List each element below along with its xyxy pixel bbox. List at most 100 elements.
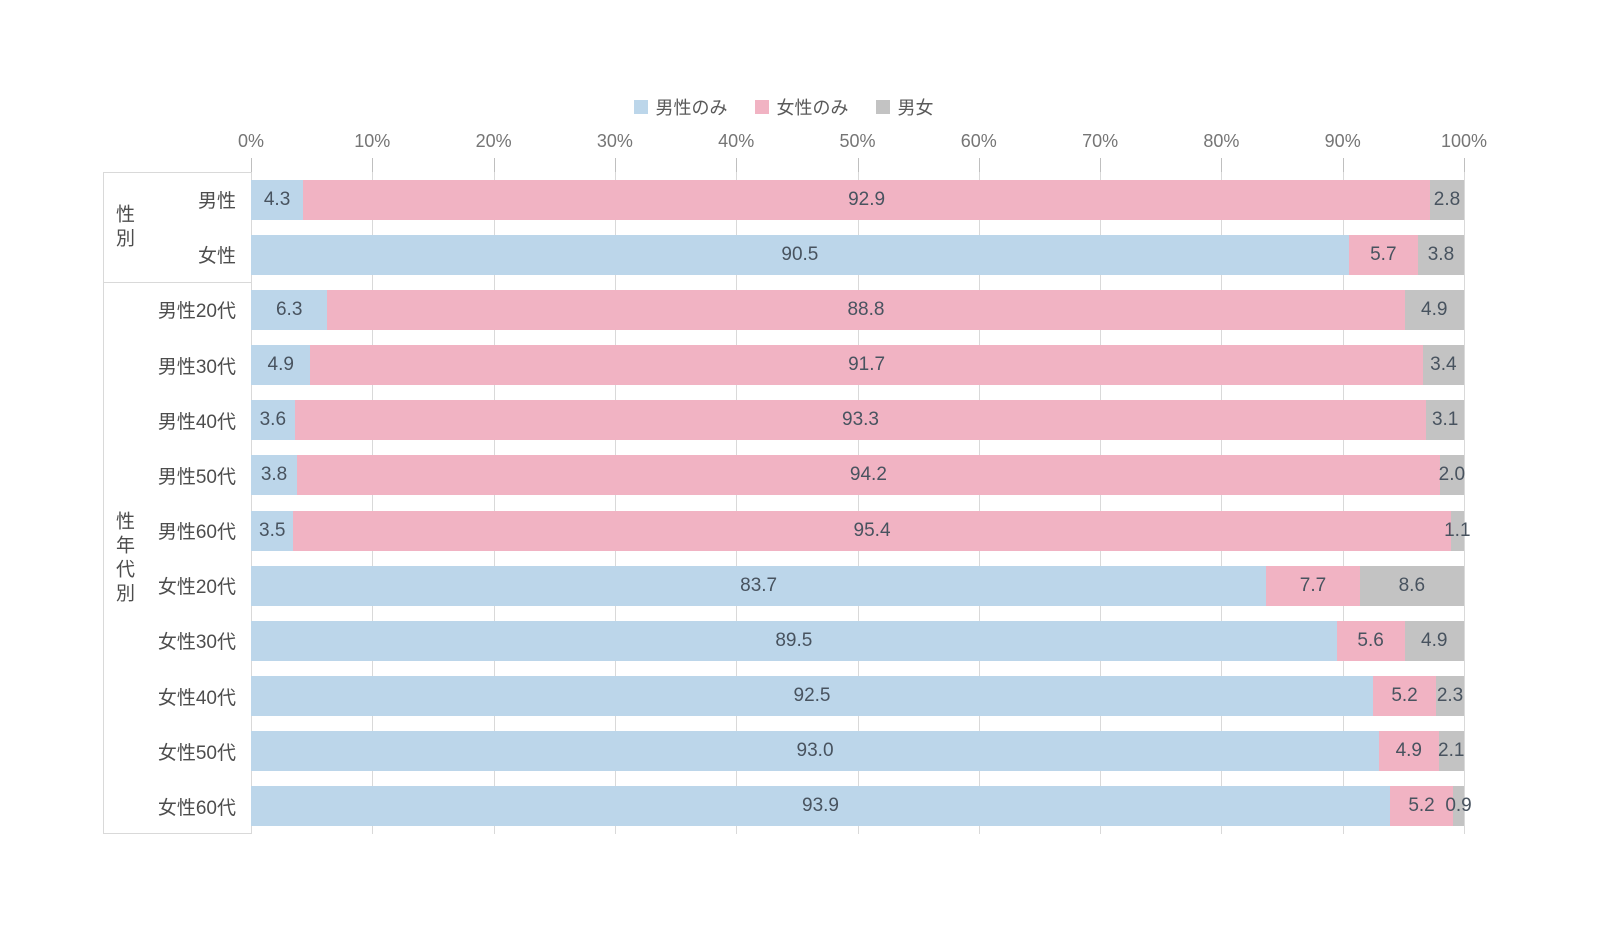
bar-value-label: 88.8 xyxy=(847,298,885,320)
category-group-性別: 性別 xyxy=(104,173,252,284)
x-axis-tick-mark xyxy=(1464,158,1465,172)
stacked-bar: 83.7 7.7 8.6 xyxy=(251,565,1464,606)
bar-segment-both: 4.9 xyxy=(1404,289,1464,330)
bar-segment-female-only: 92.9 xyxy=(303,179,1431,220)
gridline xyxy=(372,172,374,834)
bar-segment-both: 3.4 xyxy=(1422,345,1464,386)
legend-swatch-both xyxy=(875,100,890,114)
x-axis-tick-label: 80% xyxy=(1203,131,1240,151)
x-axis-tick-label: 20% xyxy=(475,131,512,151)
legend-item-male-only: 男性のみ xyxy=(633,94,728,120)
row-label: 男性 xyxy=(197,191,236,213)
row-label: 男性50代 xyxy=(157,466,236,488)
chart-row-男性50代: 男性50代 3.8 94.2 2.0 xyxy=(103,448,1465,503)
x-axis-tick-label: 10% xyxy=(354,131,391,151)
chart-row-男性: 男性 4.3 92.9 2.8 xyxy=(103,172,1464,227)
row-label: 男性60代 xyxy=(157,522,236,544)
bar-value-label: 6.3 xyxy=(275,298,303,320)
row-label: 男性20代 xyxy=(157,301,236,323)
bar-segment-female-only: 5.7 xyxy=(1348,234,1418,275)
x-axis-tick-mark xyxy=(857,158,859,172)
chart-row-女性60代: 女性60代 93.9 5.2 0.9 xyxy=(103,779,1472,834)
bar-segment-male-only: 93.0 xyxy=(251,731,1380,772)
stacked-bar: 93.0 4.9 2.1 xyxy=(251,731,1464,772)
category-table: 性別性年代別 xyxy=(103,172,252,834)
bar-segment-male-only: 92.5 xyxy=(251,676,1374,717)
legend-swatch-male-only xyxy=(633,100,648,114)
bar-segment-both: 2.3 xyxy=(1436,676,1464,717)
gridline xyxy=(251,172,252,834)
bar-value-label: 3.4 xyxy=(1430,354,1457,376)
bar-value-label: 94.2 xyxy=(849,464,887,486)
chart-row-女性20代: 女性20代 83.7 7.7 8.6 xyxy=(103,558,1464,613)
bar-segment-male-only: 3.8 xyxy=(251,455,298,496)
x-axis-tick-mark xyxy=(372,158,374,172)
bar-segment-male-only: 3.5 xyxy=(251,510,294,551)
gridline xyxy=(614,172,616,834)
legend-label: 男性のみ xyxy=(655,98,728,118)
bar-segment-both: 3.1 xyxy=(1426,400,1464,441)
bar-segment-female-only: 93.3 xyxy=(294,400,1427,441)
x-axis-tick-label: 70% xyxy=(1082,131,1119,151)
gridline xyxy=(1100,172,1102,834)
stacked-bar: 3.8 94.2 2.0 xyxy=(251,455,1465,496)
bar-segment-male-only: 83.7 xyxy=(251,565,1267,606)
bar-value-label: 0.9 xyxy=(1445,795,1472,817)
stacked-bar: 4.3 92.9 2.8 xyxy=(251,179,1464,220)
x-axis-tick-label: 40% xyxy=(718,131,755,151)
bar-segment-female-only: 94.2 xyxy=(297,455,1440,496)
bar-segment-female-only: 88.8 xyxy=(327,289,1405,330)
bar-value-label: 3.8 xyxy=(260,464,288,486)
bar-segment-both: 1.1 xyxy=(1444,510,1471,551)
bar-value-label: 93.0 xyxy=(796,740,834,762)
bar-segment-both: 3.8 xyxy=(1417,234,1464,275)
bar-segment-male-only: 4.9 xyxy=(251,345,311,386)
chart-row-女性30代: 女性30代 89.5 5.6 4.9 xyxy=(103,613,1464,668)
bar-value-label: 89.5 xyxy=(775,629,813,651)
legend-swatch-female-only xyxy=(754,100,769,114)
bar-value-label: 4.9 xyxy=(1395,740,1422,762)
bar-segment-male-only: 4.3 xyxy=(251,179,304,220)
legend-item-female-only: 女性のみ xyxy=(754,94,849,120)
row-label: 男性30代 xyxy=(157,356,236,378)
stacked-bar: 93.9 5.2 0.9 xyxy=(251,786,1472,827)
gridline xyxy=(857,172,859,834)
bar-value-label: 91.7 xyxy=(848,354,886,376)
bar-segment-male-only: 3.6 xyxy=(251,400,295,441)
stacked-bar: 89.5 5.6 4.9 xyxy=(251,620,1464,661)
bar-segment-male-only: 90.5 xyxy=(251,234,1349,275)
bar-value-label: 93.9 xyxy=(802,795,839,817)
legend-label: 女性のみ xyxy=(776,98,849,118)
bar-value-label: 93.3 xyxy=(842,409,879,431)
bar-segment-female-only: 7.7 xyxy=(1266,565,1360,606)
bar-value-label: 4.3 xyxy=(263,188,291,210)
stacked-bar: 90.5 5.7 3.8 xyxy=(251,234,1464,275)
row-label: 男性40代 xyxy=(157,411,236,433)
stacked-bar: 3.5 95.4 1.1 xyxy=(251,510,1471,551)
bar-value-label: 8.6 xyxy=(1398,574,1426,596)
bar-segment-female-only: 5.6 xyxy=(1336,620,1405,661)
x-axis-tick-mark xyxy=(1342,158,1344,172)
chart-row-男性40代: 男性40代 3.6 93.3 3.1 xyxy=(103,393,1464,448)
gridline xyxy=(493,172,495,834)
x-axis-tick-mark xyxy=(978,158,980,172)
x-axis-tick-label: 0% xyxy=(237,131,265,151)
gridline xyxy=(978,172,980,834)
bar-value-label: 5.2 xyxy=(1408,795,1435,817)
chart-row-男性30代: 男性30代 4.9 91.7 3.4 xyxy=(103,338,1464,393)
x-axis-tick-label: 100% xyxy=(1440,131,1488,151)
bar-value-label: 92.5 xyxy=(793,685,831,707)
x-axis-tick-mark xyxy=(1221,158,1223,172)
bar-segment-female-only: 91.7 xyxy=(310,345,1423,386)
bar-segment-female-only: 4.9 xyxy=(1379,731,1439,772)
row-label: 女性60代 xyxy=(157,797,236,819)
legend-label: 男女 xyxy=(897,98,934,118)
group-label: 性年代別 xyxy=(113,511,134,608)
row-label: 女性40代 xyxy=(157,687,236,709)
gridline xyxy=(1342,172,1344,834)
row-label: 女性 xyxy=(197,246,236,268)
row-label: 女性30代 xyxy=(157,632,236,654)
bar-segment-both: 8.6 xyxy=(1359,565,1464,606)
bar-segment-both: 4.9 xyxy=(1404,620,1464,661)
